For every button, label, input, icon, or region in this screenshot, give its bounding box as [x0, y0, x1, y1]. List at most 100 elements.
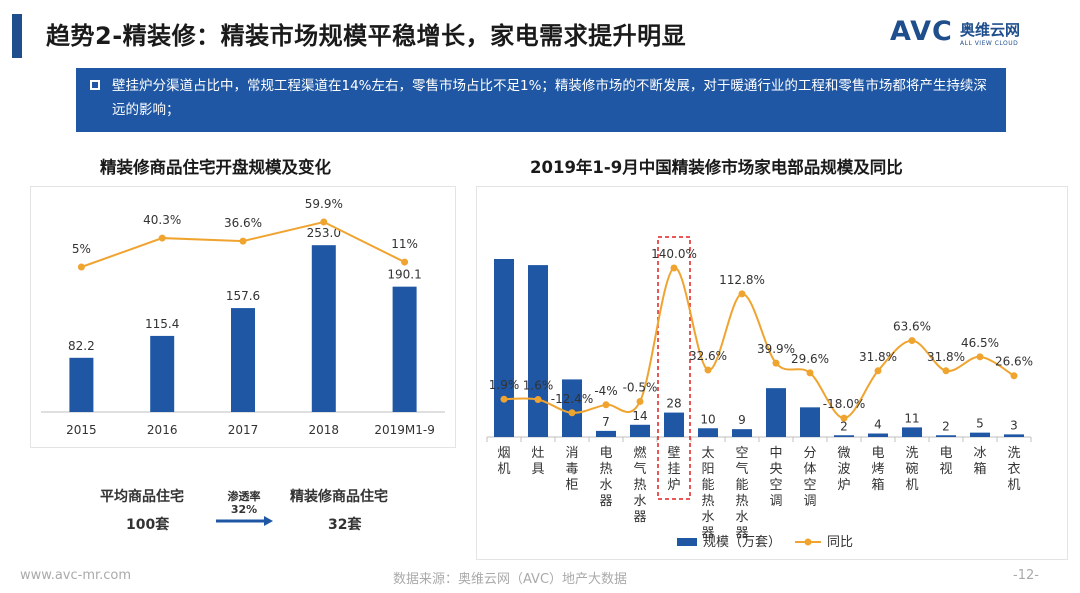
x-tick-label-char: 器	[599, 494, 612, 509]
decorated-housing-label: 精装修商品住宅	[290, 489, 388, 505]
notice-box: 壁挂炉分渠道占比中，常规工程渠道在14%左右，零售市场占比不足1%；精装修市场的…	[76, 68, 1006, 132]
x-tick-label-char: 微	[837, 446, 850, 461]
growth-label: 40.3%	[143, 213, 181, 227]
x-tick-label-char: 太	[701, 446, 714, 461]
right-chart: 烟机灶具消毒柜7电热水器14燃气热水器28壁挂炉10太阳能热水器9空气能热水器中…	[486, 236, 1033, 550]
yoy-point	[874, 367, 882, 375]
growth-label: 59.9%	[305, 197, 343, 211]
yoy-label: 31.8%	[859, 350, 897, 364]
right-arrow-icon	[216, 516, 273, 526]
yoy-point	[976, 353, 984, 361]
x-tick-label-char: 电	[871, 446, 884, 461]
yoy-point	[738, 290, 746, 298]
x-tick-label-char: 具	[531, 462, 544, 477]
x-tick-label-char: 波	[837, 462, 850, 477]
x-tick-label-char: 热	[633, 478, 646, 493]
yoy-point	[534, 395, 542, 403]
x-tick-label-char: 柜	[565, 478, 578, 493]
decorated-housing-value: 32套	[328, 517, 362, 533]
bar-value-label: 7	[602, 415, 610, 429]
bar-value-label: 157.6	[226, 289, 260, 303]
x-tick-label-char: 烤	[871, 462, 884, 477]
x-tick-label-char: 热	[735, 494, 748, 509]
x-tick-label: 2016	[147, 423, 178, 437]
x-tick-label-char: 毒	[565, 462, 578, 477]
bar	[562, 379, 582, 437]
bar	[766, 388, 786, 437]
x-tick-label-char: 水	[599, 478, 612, 493]
yoy-point	[670, 264, 678, 272]
x-tick-label-char: 调	[803, 494, 816, 509]
x-tick-label-char: 洗	[905, 446, 918, 461]
yoy-point	[500, 395, 508, 403]
x-tick-label-char: 灶	[531, 446, 544, 461]
yoy-point	[908, 337, 916, 345]
yoy-label: 1.6%	[523, 378, 554, 392]
x-tick-label-char: 电	[939, 446, 952, 461]
yoy-point	[942, 367, 950, 375]
notice-text: 壁挂炉分渠道占比中，常规工程渠道在14%左右，零售市场占比不足1%；精装修市场的…	[112, 78, 987, 118]
bar	[231, 308, 255, 412]
x-tick-label-char: 中	[769, 446, 782, 461]
x-tick-label-char: 器	[735, 526, 748, 541]
x-tick-label: 2019M1-9	[374, 423, 435, 437]
x-tick-label-char: 水	[633, 494, 646, 509]
x-tick-label-char: 能	[735, 478, 748, 493]
growth-label: 36.6%	[224, 216, 262, 230]
bar-value-label: 2	[840, 419, 848, 433]
yoy-point	[602, 401, 610, 409]
bar	[596, 430, 616, 437]
x-tick-label-char: 器	[633, 510, 646, 525]
x-tick-label-char: 箱	[871, 477, 884, 493]
x-tick-label-char: 箱	[973, 461, 986, 477]
x-tick-label-char: 衣	[1007, 461, 1020, 477]
x-tick-label-char: 气	[633, 461, 646, 477]
avc-logo: AVC 奥维云网 ALL VIEW CLOUD	[890, 16, 1070, 56]
growth-point	[320, 218, 328, 226]
yoy-point	[704, 366, 712, 374]
yoy-label: 29.6%	[791, 352, 829, 366]
legend-line-label: 同比	[827, 535, 853, 550]
average-housing-value: 100套	[126, 517, 170, 533]
penetration-value: 32%	[230, 503, 258, 516]
yoy-point	[568, 409, 576, 417]
bar-value-label: 9	[738, 413, 746, 427]
yoy-label: 140.0%	[651, 247, 697, 261]
yoy-label: 63.6%	[893, 320, 931, 334]
bar	[528, 265, 548, 437]
bar	[630, 424, 650, 437]
growth-point	[77, 263, 85, 271]
x-tick-label-char: 机	[1007, 478, 1020, 493]
bar-value-label: 4	[874, 418, 882, 432]
growth-label: 5%	[72, 242, 91, 256]
bar-value-label: 82.2	[68, 339, 95, 353]
bar	[732, 429, 752, 437]
bar-value-label: 253.0	[307, 226, 341, 240]
footer-url[interactable]: www.avc-mr.com	[20, 568, 132, 583]
bar-value-label: 3	[1010, 418, 1018, 432]
x-tick-label-char: 壁	[667, 446, 680, 461]
bar	[936, 435, 956, 437]
x-tick-label-char: 碗	[905, 461, 918, 477]
x-tick-label-char: 消	[565, 446, 578, 461]
x-tick-label-char: 调	[769, 494, 782, 509]
x-tick-label-char: 烟	[497, 446, 510, 461]
bar	[868, 433, 888, 437]
bar-value-label: 190.1	[387, 268, 421, 282]
x-tick-label-char: 水	[735, 510, 748, 525]
left-chart: 82.2 2015 115.4 2016 157.6 2017 253.0 2018 190.1…	[41, 197, 445, 437]
bar-value-label: 14	[632, 409, 647, 423]
bar	[150, 335, 175, 412]
logo-text: AVC	[890, 16, 953, 47]
x-tick-label-char: 电	[599, 446, 612, 461]
x-tick-label-char: 体	[803, 462, 816, 477]
yoy-point	[772, 359, 780, 367]
title-accent-bar	[12, 14, 22, 58]
growth-point	[239, 237, 247, 245]
x-tick-label-char: 分	[803, 446, 816, 461]
bar-value-label: 5	[976, 417, 984, 431]
x-tick-label-char: 空	[769, 478, 782, 493]
square-bullet-icon	[90, 80, 100, 90]
yoy-label: 26.6%	[995, 355, 1033, 369]
yoy-label: -4%	[594, 384, 617, 398]
